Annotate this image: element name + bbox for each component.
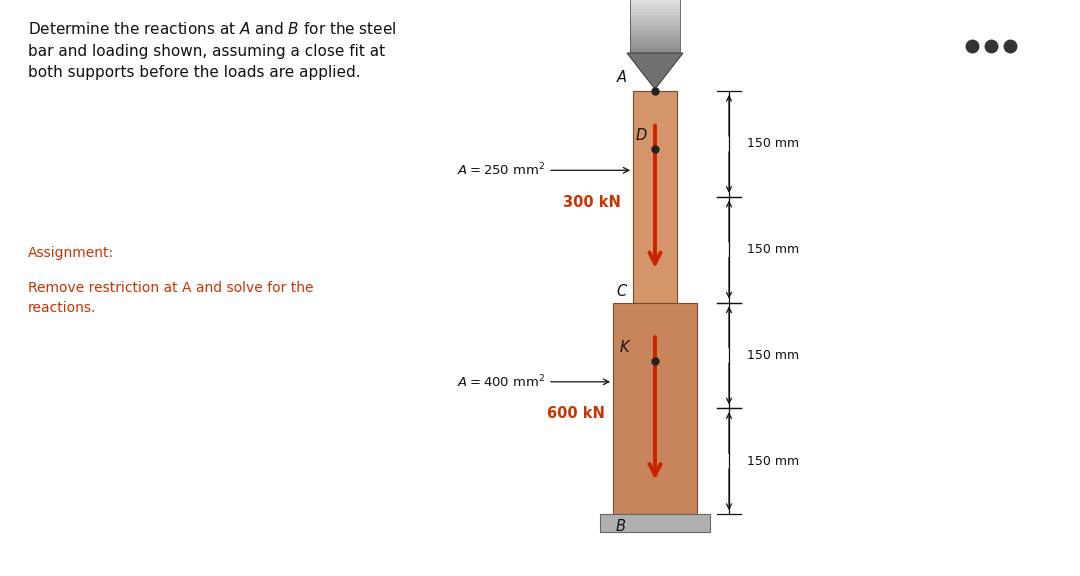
Text: 150 mm: 150 mm (747, 454, 799, 468)
Text: $A$: $A$ (617, 69, 627, 85)
Bar (630, 45, 680, 47)
Bar (630, 31, 680, 34)
Bar (613, 302, 697, 514)
Bar (630, 50, 680, 53)
Text: 300 kN: 300 kN (563, 195, 621, 210)
Bar (630, 39, 680, 42)
Text: $B$: $B$ (615, 518, 626, 534)
Text: $K$: $K$ (619, 339, 632, 355)
Bar (633, 91, 677, 302)
Bar (630, 3, 680, 6)
Bar (630, 17, 680, 20)
Bar (630, 0, 680, 53)
Bar (630, 42, 680, 45)
Bar (630, 36, 680, 39)
Bar (630, 1, 680, 3)
Bar (630, 25, 680, 28)
Text: 150 mm: 150 mm (747, 349, 799, 362)
Text: $C$: $C$ (616, 282, 627, 298)
Text: $A = 250$ mm$^2$: $A = 250$ mm$^2$ (457, 162, 545, 179)
Bar (630, 6, 680, 9)
Bar (600, 514, 710, 532)
Bar (630, 47, 680, 50)
Bar (630, 20, 680, 22)
Text: 150 mm: 150 mm (747, 137, 799, 150)
Bar (630, 0, 680, 1)
Text: 600 kN: 600 kN (548, 406, 605, 421)
Text: Assignment:: Assignment: (28, 246, 114, 260)
Bar (630, 14, 680, 17)
Text: Remove restriction at A and solve for the
reactions.: Remove restriction at A and solve for th… (28, 281, 313, 315)
Bar (630, 12, 680, 14)
Bar (630, 28, 680, 31)
Text: $D$: $D$ (635, 127, 648, 143)
Bar (630, 34, 680, 36)
Text: Determine the reactions at $\mathit{A}$ and $\mathit{B}$ for the steel
bar and l: Determine the reactions at $\mathit{A}$ … (28, 21, 396, 80)
Text: $A = 400$ mm$^2$: $A = 400$ mm$^2$ (457, 373, 545, 390)
Polygon shape (627, 53, 683, 89)
Bar (630, 22, 680, 25)
Text: 150 mm: 150 mm (747, 243, 799, 256)
Bar (630, 9, 680, 12)
